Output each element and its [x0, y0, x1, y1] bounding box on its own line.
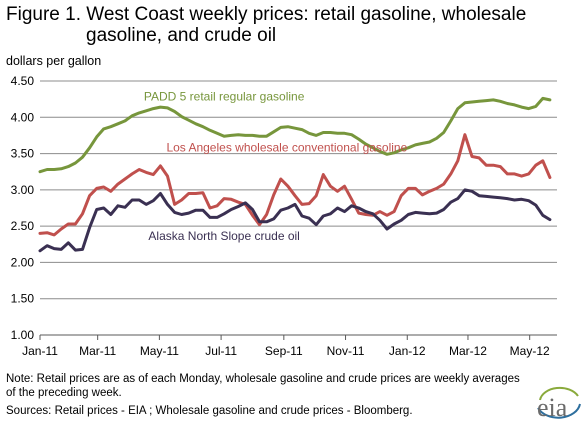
chart-title-line-2: gasoline, and crude oil [86, 25, 277, 46]
y-tick-label: 3.50 [11, 147, 35, 161]
x-tick-label: May-12 [510, 344, 550, 358]
chart-sources: Sources: Retail prices - EIA ; Wholesale… [6, 405, 413, 417]
y-tick-label: 2.50 [11, 219, 35, 233]
x-tick-label: Jan-12 [389, 344, 426, 358]
chart-title: Figure 1. West Coast weekly prices: reta… [6, 4, 576, 46]
y-tick-label: 1.00 [11, 328, 35, 342]
x-tick-label: Sep-11 [265, 344, 303, 358]
x-tick-label: May-11 [140, 344, 179, 358]
y-tick-label: 4.50 [11, 74, 35, 88]
series-line-1 [38, 96, 552, 174]
x-tick-label: Nov-11 [327, 344, 365, 358]
y-tick-label: 4.00 [11, 110, 35, 124]
eia-logo-text: eia [537, 393, 568, 422]
eia-logo-icon [537, 386, 581, 419]
chart-note: Note: Retail prices are as of each Monda… [6, 373, 520, 399]
x-tick-label: Jan-11 [22, 344, 58, 358]
x-tick-label: Jul-11 [205, 344, 237, 358]
x-tick-label: Mar-12 [449, 344, 487, 358]
y-tick-label: 2.00 [11, 255, 35, 269]
series-line-3 [38, 188, 552, 253]
series-label-3: Alaska North Slope crude oil [148, 229, 299, 243]
series-label-1: PADD 5 retail regular gasoline [144, 90, 305, 104]
series-line-2 [38, 133, 552, 237]
x-tick-label: Mar-11 [79, 344, 116, 358]
y-axis-units-label: dollars per gallon [6, 54, 102, 68]
chart-title-line-1: Figure 1. West Coast weekly prices: reta… [6, 4, 527, 25]
series-label-2: Los Angeles wholesale conventional gasol… [166, 140, 407, 154]
y-tick-label: 3.00 [11, 183, 35, 197]
y-tick-label: 1.50 [11, 292, 35, 306]
